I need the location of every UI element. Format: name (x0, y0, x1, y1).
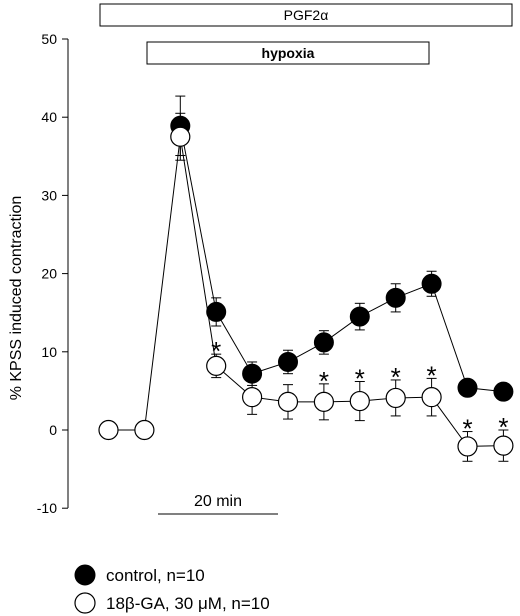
pgf2a-bar (99, 3, 513, 27)
hypoxia-bar (146, 41, 430, 65)
y-axis-label: % KPSS induced contraction (8, 196, 25, 401)
time-scalebar: 20 min (158, 493, 278, 515)
control-point (421, 273, 442, 294)
control-point (242, 363, 263, 384)
y-tick-label: 30 (41, 187, 57, 203)
significance-star: * (462, 414, 472, 444)
plot-area: * * * * * * * (98, 95, 514, 462)
y-tick-label: 20 (41, 266, 57, 282)
ga-point (170, 126, 191, 147)
y-tick-label: 10 (41, 344, 57, 360)
significance-marks: * * * * * * * (211, 336, 508, 443)
legend-open-circle-marker (74, 592, 96, 614)
y-axis: -10 0 10 20 30 40 50 % KPSS induced contractio… (8, 31, 69, 516)
ga-point (134, 419, 155, 441)
ga-point (277, 391, 299, 412)
legend-filled-circle-marker (74, 564, 96, 586)
significance-star: * (355, 364, 365, 394)
series-lines (108, 125, 504, 447)
significance-star: * (427, 360, 437, 390)
ga-point (98, 419, 119, 441)
y-axis-ticks: -10 0 10 20 30 40 50 (37, 31, 68, 516)
legend-label-18bga: 18β-GA, 30 μM, n=10 (106, 594, 270, 613)
legend-label-control: control, n=10 (106, 566, 205, 585)
control-point (278, 351, 298, 372)
legend-item-18bga: 18β-GA, 30 μM, n=10 (74, 592, 270, 614)
significance-star: * (319, 366, 329, 396)
control-line (179, 125, 504, 393)
ga-point (385, 387, 406, 409)
pgf2a-bar-label: PGF2α (284, 7, 329, 23)
significance-star: * (391, 362, 401, 392)
treatment-bars: PGF2α hypoxia (99, 3, 513, 65)
ga-point (349, 390, 370, 412)
y-tick-label: 40 (41, 109, 57, 125)
control-point (349, 306, 370, 327)
y-tick-label: 50 (41, 31, 57, 47)
control-point (313, 332, 334, 353)
ga-point (493, 435, 514, 456)
control-point (385, 287, 406, 308)
y-tick-label: 0 (49, 422, 57, 438)
ga-point (313, 391, 334, 412)
significance-star: * (498, 412, 508, 442)
legend-item-control: control, n=10 (74, 564, 205, 586)
ga-line (108, 136, 504, 447)
control-point (457, 377, 478, 398)
control-point (206, 301, 227, 322)
error-bars (175, 95, 509, 462)
ga-point (242, 387, 263, 408)
ga-point (421, 387, 442, 408)
hypoxia-bar-label: hypoxia (262, 45, 315, 61)
scalebar-label: 20 min (194, 493, 242, 510)
significance-star: * (211, 336, 221, 366)
ga-point (206, 355, 227, 376)
y-tick-label: -10 (37, 500, 57, 516)
series-markers (98, 115, 514, 457)
ga-point (457, 436, 478, 457)
control-point (493, 381, 514, 402)
legend: control, n=10 18β-GA, 30 μM, n=10 (74, 564, 270, 614)
